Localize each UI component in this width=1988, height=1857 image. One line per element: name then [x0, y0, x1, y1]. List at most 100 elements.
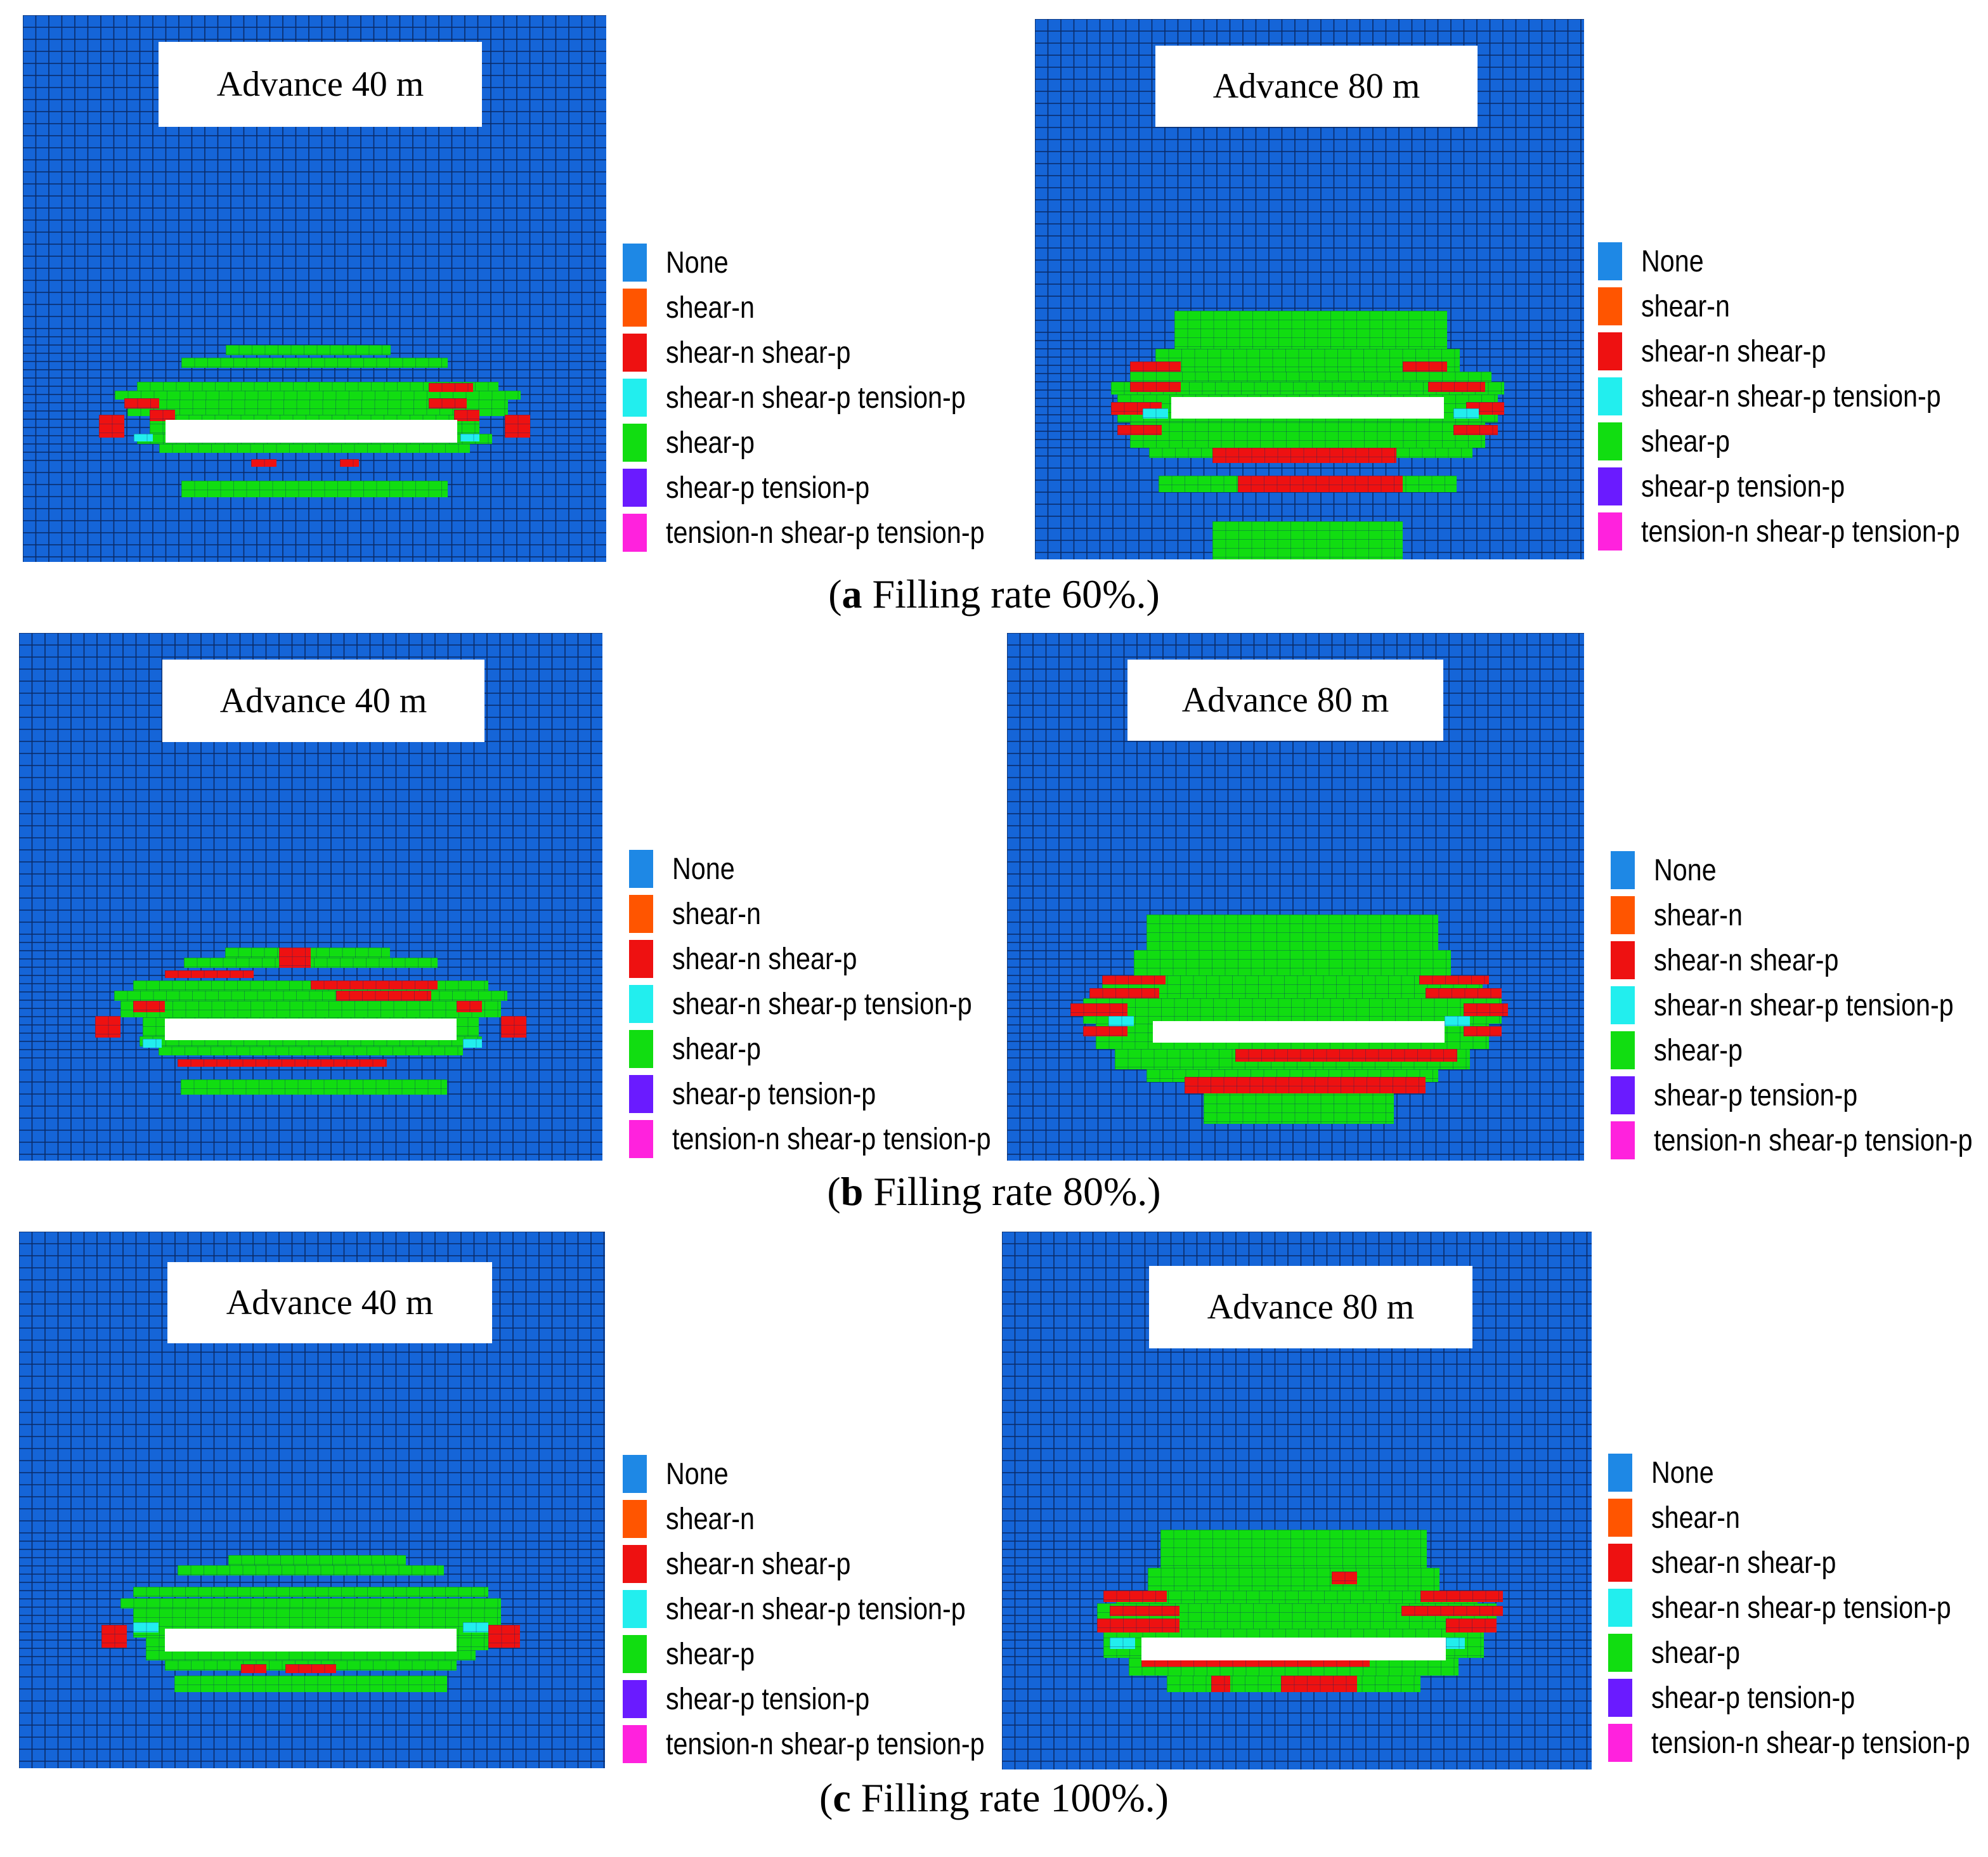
legend-item: shear-n shear-p tension-p	[1611, 986, 1988, 1024]
legend-item: tension-n shear-p tension-p	[1611, 1121, 1988, 1159]
tension-zone	[463, 1622, 488, 1632]
shear-n-shear-p-zone	[1403, 362, 1447, 372]
tension-zone	[1143, 408, 1168, 419]
legend-swatch	[1608, 1499, 1632, 1537]
legend-label: tension-n shear-p tension-p	[1654, 1123, 1973, 1157]
shear-n-shear-p-zone	[457, 1001, 482, 1012]
shear-p-zone	[1083, 998, 1502, 1024]
legend-swatch	[1611, 1121, 1635, 1159]
goaf-opening	[165, 1019, 457, 1040]
goaf-opening	[165, 1629, 457, 1652]
shear-n-shear-p-zone	[311, 981, 438, 989]
legend-label: shear-p	[672, 1032, 761, 1066]
legend-item: shear-p tension-p	[623, 1680, 903, 1718]
goaf-opening	[166, 420, 457, 443]
legend-label: shear-n shear-p	[1654, 943, 1839, 977]
legend-label: shear-n	[666, 1502, 755, 1536]
shear-n-shear-p-zone	[1235, 1049, 1457, 1062]
shear-p-zone	[146, 1650, 476, 1660]
legend-item: shear-p tension-p	[629, 1075, 909, 1113]
legend-swatch	[629, 985, 653, 1023]
shear-p-zone	[1116, 1591, 1478, 1603]
legend-label: None	[666, 1457, 729, 1491]
legend-swatch	[623, 1500, 647, 1538]
legend-item: None	[1608, 1454, 1724, 1492]
panel-title: Advance 80 m	[1155, 46, 1478, 127]
legend-swatch	[623, 424, 647, 462]
legend-swatch	[1611, 941, 1635, 979]
legend-label: tension-n shear-p tension-p	[672, 1122, 991, 1156]
legend-item: shear-n	[623, 1500, 769, 1538]
legend-label: shear-n shear-p tension-p	[1651, 1591, 1951, 1625]
legend-label: shear-n	[666, 290, 755, 325]
shear-n-shear-p-zone	[285, 1664, 336, 1673]
legend-swatch	[629, 1120, 653, 1158]
shear-p-zone	[174, 1676, 447, 1692]
legend-label: shear-n shear-p	[1651, 1546, 1836, 1580]
tension-zone	[1446, 1638, 1465, 1649]
legend-item: shear-n shear-p tension-p	[1598, 377, 1988, 415]
legend-swatch	[1598, 242, 1622, 280]
legend-item: shear-p tension-p	[1608, 1679, 1888, 1717]
legend-swatch	[1611, 896, 1635, 934]
legend-label: shear-p	[1651, 1636, 1740, 1670]
shear-n-shear-p-zone	[1238, 476, 1403, 492]
legend-swatch	[1608, 1679, 1632, 1717]
shear-n-shear-p-zone	[1419, 975, 1489, 984]
shear-p-zone	[159, 1046, 463, 1055]
legend-item: tension-n shear-p tension-p	[623, 1725, 1036, 1763]
legend-swatch	[629, 1030, 653, 1068]
legend-swatch	[623, 1545, 647, 1583]
legend-swatch	[629, 940, 653, 978]
legend-swatch	[1598, 512, 1622, 551]
legend-label: shear-p tension-p	[666, 471, 870, 505]
legend-swatch	[1598, 422, 1622, 460]
shear-n-shear-p-zone	[336, 991, 431, 1001]
tension-zone	[463, 1039, 482, 1048]
panel-title: Advance 80 m	[1127, 660, 1443, 741]
legend-swatch	[623, 1635, 647, 1673]
shear-p-zone	[181, 358, 448, 368]
shear-n-shear-p-zone	[1420, 1591, 1503, 1602]
legend-label: shear-p tension-p	[672, 1077, 876, 1111]
legend-label: tension-n shear-p tension-p	[666, 516, 985, 550]
legend-item: None	[629, 850, 745, 888]
legend-item: shear-n	[1598, 287, 1744, 325]
shear-p-zone	[114, 991, 507, 1001]
shear-n-shear-p-zone	[1070, 1003, 1127, 1016]
legend-item: shear-n shear-p	[1611, 941, 1869, 979]
legend-label: shear-n shear-p	[666, 1547, 851, 1581]
shear-n-shear-p-zone	[1103, 1591, 1167, 1602]
legend-label: shear-n shear-p	[672, 942, 857, 976]
legend-swatch	[629, 850, 653, 888]
legend-swatch	[1611, 1031, 1635, 1069]
tension-zone	[1445, 1016, 1470, 1026]
legend-item: shear-n shear-p tension-p	[623, 379, 1015, 417]
legend-item: shear-n shear-p	[623, 334, 881, 372]
shear-n-shear-p-zone	[1083, 1026, 1127, 1036]
legend-item: shear-p	[1608, 1634, 1755, 1672]
tension-zone	[1453, 408, 1479, 419]
legend-swatch	[1608, 1634, 1632, 1672]
shear-p-zone	[184, 958, 438, 968]
legend-item: shear-n	[1611, 896, 1757, 934]
shear-n-shear-p-zone	[1130, 362, 1181, 372]
shear-n-shear-p-zone	[101, 1625, 127, 1648]
shear-p-zone	[137, 382, 498, 391]
legend-item: tension-n shear-p tension-p	[1608, 1724, 1988, 1762]
shear-n-shear-p-zone	[150, 410, 175, 421]
legend-label: shear-p tension-p	[666, 1682, 870, 1716]
legend-swatch	[1611, 851, 1635, 889]
legend-item: None	[1598, 242, 1714, 280]
legend-item: tension-n shear-p tension-p	[629, 1120, 1043, 1158]
shear-n-shear-p-zone	[133, 1001, 165, 1012]
legend-swatch	[1608, 1544, 1632, 1582]
shear-n-shear-p-zone	[429, 398, 467, 408]
legend-label: shear-p	[1654, 1033, 1743, 1067]
shear-p-zone	[120, 1598, 501, 1608]
shear-p-zone	[1134, 950, 1451, 975]
shear-p-zone	[1130, 422, 1485, 448]
legend-label: shear-p tension-p	[1641, 469, 1845, 504]
shear-p-zone	[181, 481, 448, 497]
legend-swatch	[623, 244, 647, 282]
